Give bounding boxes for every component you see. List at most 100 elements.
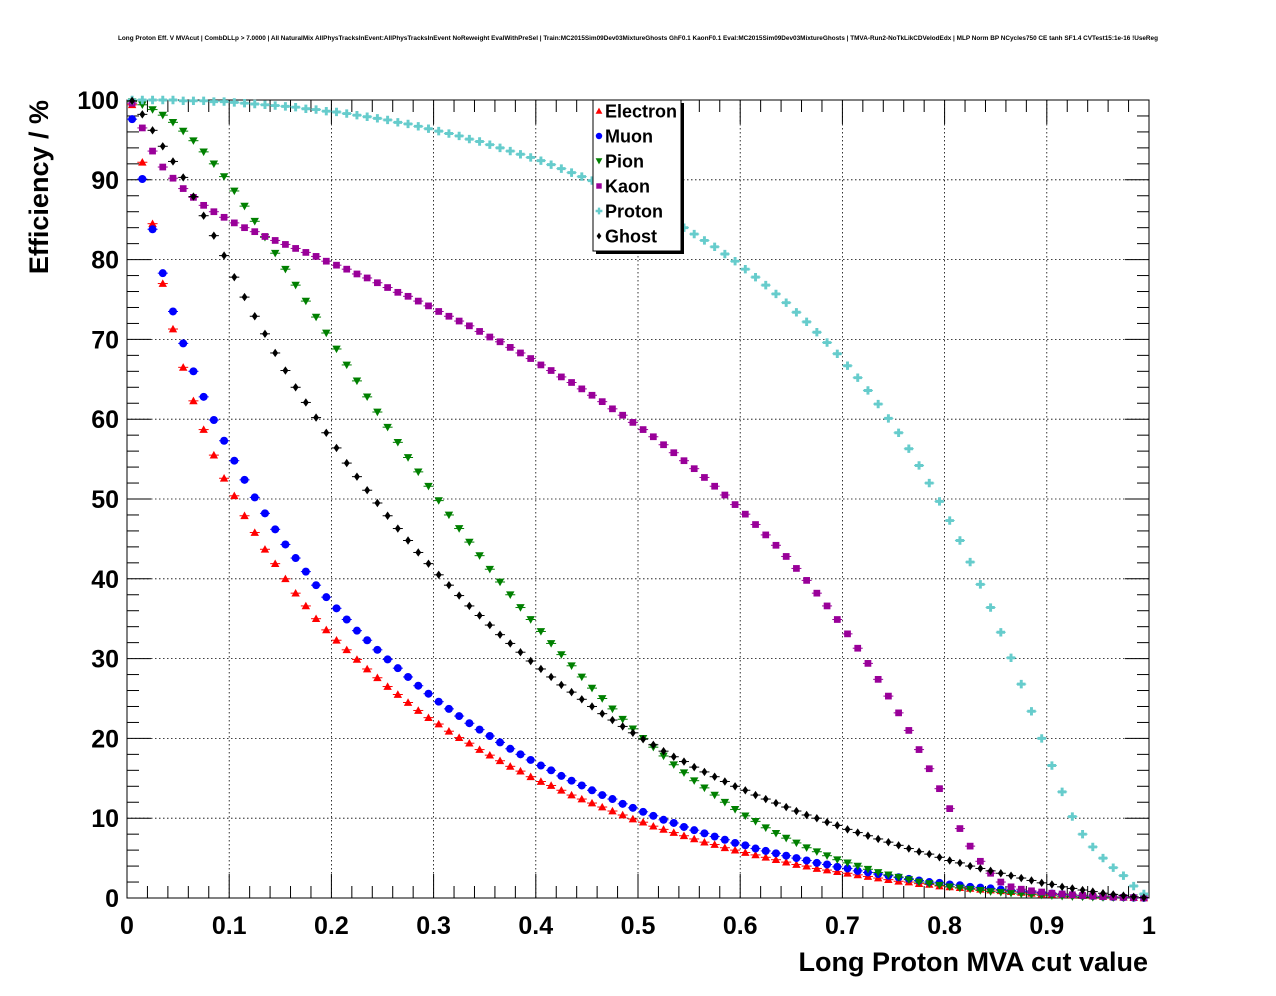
ghost-point (229, 272, 240, 282)
electron-marker (506, 762, 515, 770)
ghost-point (311, 413, 322, 422)
muon-marker (751, 844, 760, 853)
ghost-point (1026, 876, 1037, 885)
muon-marker (618, 799, 627, 808)
ghost-marker (640, 734, 647, 744)
y-tick-label: 90 (91, 167, 119, 195)
proton-marker (240, 98, 249, 108)
kaon-point (413, 297, 424, 305)
pion-marker (608, 705, 617, 714)
kaon-marker (721, 491, 729, 499)
electron-point (822, 865, 833, 874)
kaon-marker (425, 302, 432, 310)
kaon-marker (915, 746, 923, 753)
proton-marker (761, 280, 770, 290)
pion-point (351, 377, 362, 386)
proton-marker (1098, 853, 1108, 863)
ghost-point (678, 757, 689, 766)
kaon-point (208, 208, 219, 216)
electron-point (372, 673, 383, 682)
proton-point (321, 106, 332, 116)
ghost-marker (272, 348, 279, 358)
proton-marker (352, 110, 362, 120)
muon-marker (588, 786, 596, 795)
ghost-marker (210, 231, 217, 240)
electron-point (188, 396, 199, 405)
electron-marker (628, 814, 638, 823)
proton-point (157, 95, 168, 105)
ghost-point (822, 817, 833, 827)
ghost-point (1138, 893, 1149, 902)
proton-point (730, 256, 741, 266)
pion-point (280, 265, 291, 274)
electron-point (740, 848, 751, 856)
muon-marker (240, 475, 249, 484)
ghost-point (382, 511, 393, 520)
electron-point (556, 786, 567, 794)
kaon-point (1016, 885, 1027, 893)
kaon-point (658, 441, 669, 449)
ghost-point (392, 524, 403, 533)
pion-point (1006, 889, 1017, 898)
proton-marker (730, 256, 740, 266)
pion-marker (403, 454, 413, 462)
proton-point (985, 603, 996, 612)
ghost-marker (170, 157, 176, 166)
pion-marker (730, 806, 740, 814)
kaon-marker (1079, 892, 1086, 899)
proton-marker (700, 236, 709, 245)
ghost-point (985, 866, 996, 876)
electron-marker (393, 690, 403, 698)
muon-point (781, 851, 792, 860)
kaon-point (474, 328, 485, 335)
ghost-point (1128, 892, 1139, 902)
ghost-marker (517, 648, 524, 657)
ghost-point (443, 580, 454, 590)
kaon-point (709, 482, 720, 490)
proton-marker (506, 146, 515, 156)
ghost-point (1006, 871, 1017, 880)
proton-point (1108, 863, 1119, 872)
x-tick-label: 1 (1142, 912, 1156, 940)
electron-marker (669, 828, 678, 836)
ghost-point (566, 687, 577, 697)
muon-marker (741, 841, 750, 850)
muon-point (760, 846, 771, 855)
ghost-marker (967, 861, 974, 871)
legend-marker-proton (595, 207, 603, 215)
ghost-marker (1110, 890, 1117, 899)
electron-point (801, 861, 812, 870)
electron-point (770, 855, 781, 864)
ghost-marker (609, 715, 616, 725)
electron-marker (792, 860, 801, 868)
kaon-marker (384, 284, 391, 291)
electron-marker (761, 853, 770, 861)
kaon-marker (598, 398, 606, 406)
muon-marker (577, 781, 586, 790)
proton-point (178, 96, 189, 105)
ghost-marker (497, 630, 503, 639)
kaon-point (341, 265, 352, 273)
muon-point (832, 862, 843, 871)
kaon-point (924, 765, 935, 773)
pion-marker (209, 160, 219, 169)
muon-point (740, 841, 751, 850)
pion-marker (976, 887, 985, 895)
proton-point (137, 95, 148, 105)
electron-point (311, 614, 322, 623)
proton-point (362, 112, 373, 121)
muon-point (811, 858, 822, 867)
muon-point (791, 854, 802, 863)
electron-marker (587, 798, 597, 807)
muon-marker (444, 704, 453, 713)
kaon-marker (1089, 892, 1097, 900)
proton-point (219, 97, 230, 106)
muon-point (801, 856, 812, 865)
pion-point (300, 297, 311, 306)
ghost-point (300, 398, 311, 407)
proton-marker (1006, 653, 1016, 663)
ghost-point (167, 157, 178, 166)
pion-marker (935, 881, 944, 890)
ghost-marker (762, 794, 769, 804)
ghost-marker (721, 777, 728, 786)
